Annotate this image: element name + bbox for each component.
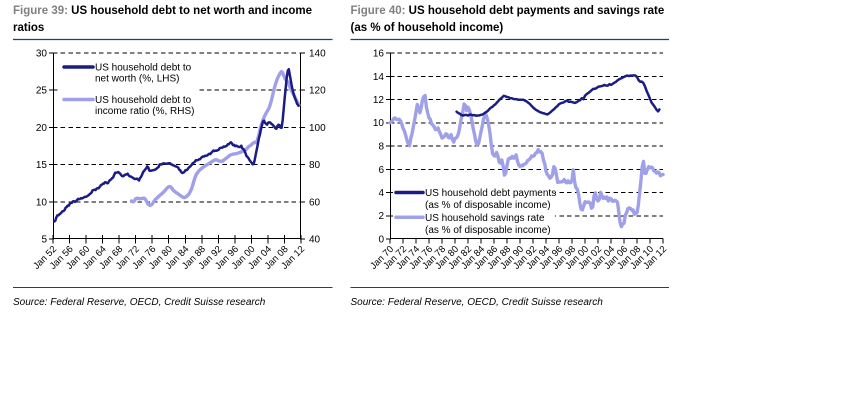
svg-text:US household savings rate: US household savings rate <box>425 213 545 224</box>
svg-text:14: 14 <box>373 72 385 83</box>
svg-text:15: 15 <box>36 160 48 171</box>
svg-text:income ratio (%, RHS): income ratio (%, RHS) <box>95 106 194 117</box>
svg-text:US household debt to: US household debt to <box>95 95 192 106</box>
svg-text:10: 10 <box>36 197 48 208</box>
svg-text:ratios: ratios <box>13 22 44 34</box>
svg-text:Figure 40: US household debt p: Figure 40: US household debt payments an… <box>351 5 665 17</box>
svg-text:140: 140 <box>309 49 326 60</box>
svg-text:US household debt payments: US household debt payments <box>425 188 556 199</box>
svg-text:Source: Federal Reserve, OECD,: Source: Federal Reserve, OECD, Credit Su… <box>13 297 266 308</box>
svg-text:80: 80 <box>309 160 321 171</box>
svg-text:Source: Federal Reserve, OECD,: Source: Federal Reserve, OECD, Credit Su… <box>351 297 604 308</box>
svg-text:5: 5 <box>41 235 47 246</box>
svg-text:30: 30 <box>36 49 48 60</box>
svg-text:8: 8 <box>378 142 384 153</box>
svg-text:6: 6 <box>378 165 384 176</box>
svg-text:net worth (%, LHS): net worth (%, LHS) <box>95 74 179 85</box>
svg-text:(as % of household income): (as % of household income) <box>351 22 504 34</box>
svg-text:0: 0 <box>378 235 384 246</box>
svg-text:(as % of disposable income): (as % of disposable income) <box>425 225 551 236</box>
svg-text:10: 10 <box>373 118 385 129</box>
svg-text:(as % of disposable income): (as % of disposable income) <box>425 200 551 211</box>
svg-text:120: 120 <box>309 86 326 97</box>
svg-text:Figure 39: US household debt t: Figure 39: US household debt to net wort… <box>13 5 312 17</box>
svg-text:60: 60 <box>309 197 321 208</box>
svg-text:16: 16 <box>373 49 385 60</box>
svg-text:2: 2 <box>378 211 384 222</box>
svg-text:US household debt to: US household debt to <box>95 63 192 74</box>
svg-text:4: 4 <box>378 188 384 199</box>
svg-text:40: 40 <box>309 235 321 246</box>
svg-text:25: 25 <box>36 86 48 97</box>
svg-text:12: 12 <box>373 95 385 106</box>
svg-text:100: 100 <box>309 123 326 134</box>
svg-text:20: 20 <box>36 123 48 134</box>
